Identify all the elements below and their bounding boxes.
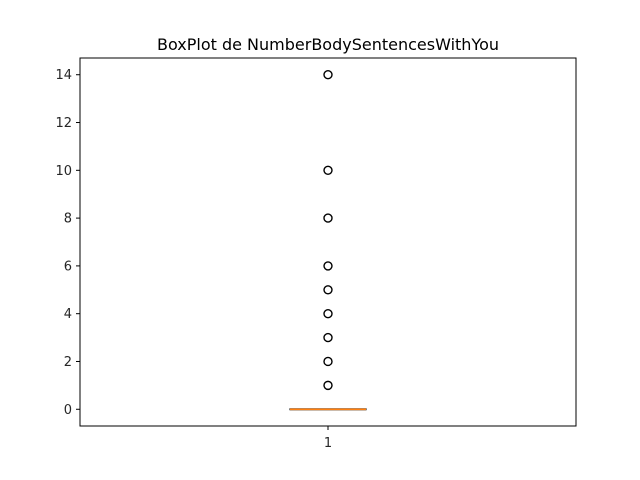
y-tick-label: 4 — [64, 307, 72, 322]
y-tick-label: 8 — [64, 212, 72, 227]
outlier-point — [323, 285, 333, 295]
outlier-point — [323, 165, 333, 176]
outlier-point — [323, 308, 333, 319]
y-tick-label: 0 — [64, 403, 72, 418]
outlier-point — [323, 261, 333, 271]
chart-title: BoxPlot de NumberBodySentencesWithYou — [157, 35, 499, 54]
y-tick-label: 10 — [55, 164, 72, 179]
x-axis: 1 — [324, 426, 332, 451]
outlier-point — [323, 213, 333, 223]
y-tick-label: 12 — [55, 116, 72, 131]
y-tick-label: 2 — [64, 355, 72, 370]
box-marks — [289, 70, 367, 411]
x-tick-label: 1 — [324, 436, 332, 451]
outlier-point — [323, 356, 333, 367]
y-tick-label: 14 — [55, 68, 72, 83]
outlier-point — [323, 70, 333, 80]
outlier-point — [323, 332, 333, 343]
y-tick-label: 6 — [64, 259, 72, 274]
outlier-point — [323, 380, 333, 391]
y-axis: 0 2 4 6 8 10 12 14 — [55, 68, 80, 418]
